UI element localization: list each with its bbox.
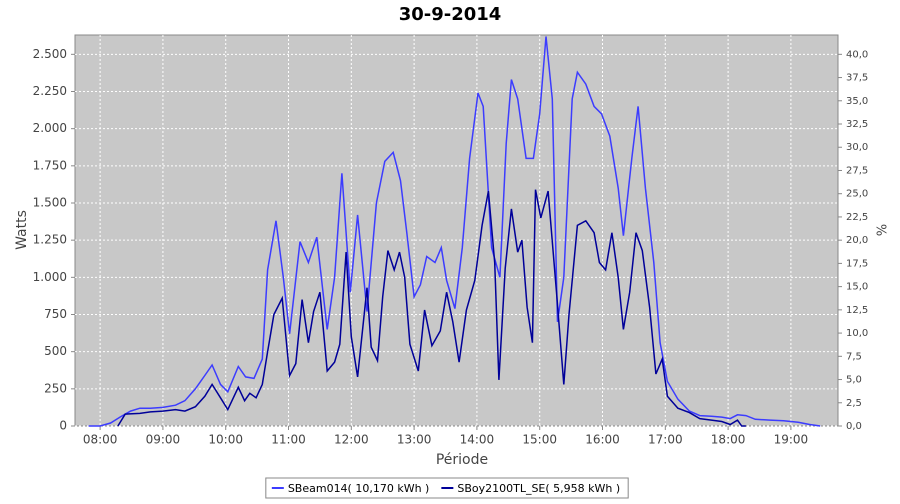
legend-label: SBeam014( 10,170 kWh ) — [288, 482, 430, 495]
y2-tick-label: 12,5 — [846, 305, 868, 316]
y-tick-label: 1.000 — [33, 270, 67, 284]
y2-tick-label: 35,0 — [846, 96, 868, 107]
data-line — [117, 189, 746, 427]
x-tick-label: 13:00 — [397, 433, 432, 447]
y2-tick-label: 2,5 — [846, 398, 862, 409]
legend-label: SBoy2100TL_SE( 5,958 kWh ) — [457, 482, 620, 495]
x-tick-label: 19:00 — [774, 433, 809, 447]
x-tick-label: 16:00 — [585, 433, 620, 447]
y2-tick-label: 20,0 — [846, 235, 868, 246]
y-tick-label: 500 — [44, 344, 67, 358]
x-tick-label: 10:00 — [208, 433, 243, 447]
y2-tick-label: 27,5 — [846, 165, 868, 176]
y-axis-label: Watts — [14, 210, 30, 250]
x-tick-label: 15:00 — [522, 433, 557, 447]
y2-tick-label: 0,0 — [846, 421, 862, 432]
y2-tick-label: 25,0 — [846, 189, 868, 200]
chart-title: 30-9-2014 — [399, 4, 502, 25]
x-axis-label: Période — [436, 452, 488, 468]
y2-tick-label: 32,5 — [846, 119, 868, 130]
y2-tick-label: 30,0 — [846, 142, 868, 153]
y2-tick-label: 40,0 — [846, 49, 868, 60]
x-tick-label: 11:00 — [271, 433, 306, 447]
y-tick-label: 250 — [44, 381, 67, 395]
y-tick-label: 750 — [44, 307, 67, 321]
y-tick-label: 1.500 — [33, 195, 67, 209]
y2-axis-label: % — [873, 224, 888, 236]
y-tick-label: 2.000 — [33, 121, 67, 135]
x-tick-label: 09:00 — [146, 433, 181, 447]
y-tick-label: 2.250 — [33, 84, 67, 98]
y-tick-label: 0 — [59, 419, 67, 433]
y2-tick-label: 37,5 — [846, 73, 868, 84]
x-tick-label: 08:00 — [83, 433, 118, 447]
y2-tick-label: 10,0 — [846, 328, 868, 339]
y-tick-label: 2.500 — [33, 47, 67, 61]
y-tick-label: 1.250 — [33, 233, 67, 247]
x-tick-label: 17:00 — [648, 433, 683, 447]
x-tick-label: 14:00 — [460, 433, 495, 447]
x-tick-label: 12:00 — [334, 433, 369, 447]
y2-tick-label: 17,5 — [846, 258, 868, 269]
y2-tick-label: 22,5 — [846, 212, 868, 223]
plot-area — [74, 34, 839, 427]
data-line — [88, 36, 821, 427]
y2-tick-label: 5,0 — [846, 375, 862, 386]
y2-tick-label: 7,5 — [846, 351, 862, 362]
y-tick-label: 1.750 — [33, 158, 67, 172]
y2-tick-label: 15,0 — [846, 282, 868, 293]
x-tick-label: 18:00 — [711, 433, 746, 447]
